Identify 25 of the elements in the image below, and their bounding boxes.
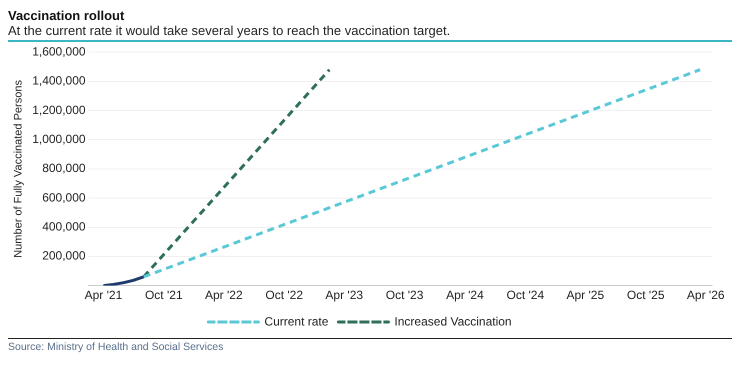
x-tick-label: Apr '21 [84, 288, 123, 302]
chart-subtitle: At the current rate it would take several years to reach the vaccination target. [8, 23, 732, 42]
y-tick-label: 800,000 [42, 161, 86, 176]
y-tick-label: 400,000 [42, 220, 86, 234]
chart-title: Vaccination rollout [8, 8, 126, 23]
y-tick-label: 1,000,000 [32, 132, 86, 146]
y-tick-label: 200,000 [42, 248, 86, 263]
legend-label: Current rate [264, 314, 329, 328]
x-tick-label: Apr '25 [566, 288, 604, 302]
x-tick-label: Oct '24 [506, 288, 544, 302]
x-tick-label: Apr '22 [204, 288, 243, 302]
x-tick-label: Apr '26 [686, 288, 725, 302]
y-tick-label: 1,600,000 [32, 44, 86, 59]
y-axis-title: Number of Fully Vaccinated Persons [12, 80, 25, 258]
source-note: Source: Ministry of Health and Social Services [8, 341, 732, 353]
x-tick-label: Oct '25 [626, 288, 665, 302]
y-tick-label: 600,000 [42, 190, 86, 204]
legend-label: Increased Vaccination [394, 314, 512, 328]
x-tick-label: Apr '24 [446, 288, 484, 302]
x-tick-label: Apr '23 [325, 288, 364, 302]
y-tick-label: 1,200,000 [32, 102, 86, 117]
x-tick-label: Oct '23 [386, 288, 424, 302]
y-tick-label: 1,400,000 [32, 74, 86, 88]
x-tick-label: Oct '21 [144, 288, 183, 302]
x-tick-label: Oct '22 [265, 288, 304, 302]
